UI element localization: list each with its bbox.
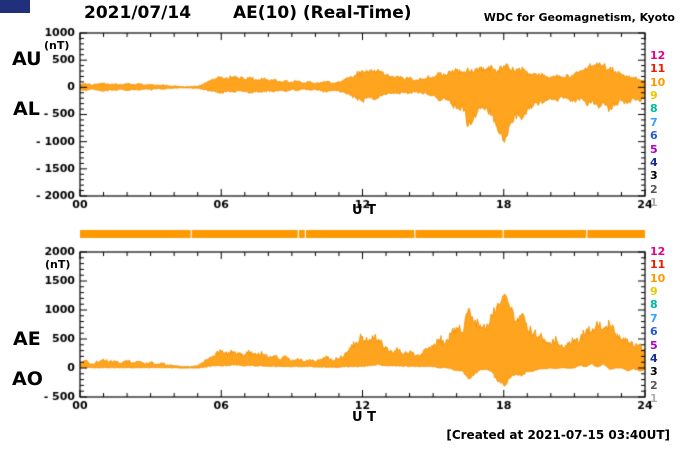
- credit-label: WDC for Geomagnetism, Kyoto: [483, 11, 675, 24]
- station-count-badge: 7: [650, 115, 658, 129]
- axis-label-ae: AE: [13, 328, 41, 350]
- station-count-badge: 4: [650, 351, 658, 365]
- xaxis-label-bottom: U T: [352, 410, 376, 425]
- station-count-badge: 6: [650, 325, 658, 339]
- page-title: AE(10) (Real-Time): [233, 3, 412, 23]
- axis-label-au: AU: [12, 48, 42, 70]
- date-label: 2021/07/14: [84, 3, 192, 23]
- station-count-legend-top: 12 11 10 9 8 7 6 5 4 3 2 1: [650, 50, 674, 208]
- unit-label-top: (nT): [44, 39, 70, 52]
- station-count-badge: 1: [650, 391, 658, 405]
- station-count-badge: 9: [650, 89, 658, 103]
- unit-label-bottom: (nT): [45, 258, 71, 271]
- station-count-badge: 3: [650, 365, 658, 379]
- station-count-badge: 10: [650, 271, 666, 285]
- created-timestamp: [Created at 2021-07-15 03:40UT]: [446, 428, 670, 442]
- station-count-badge: 4: [650, 155, 658, 169]
- station-count-badge: 12: [650, 49, 666, 62]
- station-count-badge: 8: [650, 298, 658, 312]
- station-count-badge: 10: [650, 75, 666, 89]
- station-count-badge: 11: [650, 62, 666, 76]
- station-count-badge: 2: [650, 378, 658, 392]
- axis-label-ao: AO: [12, 368, 43, 390]
- xaxis-label-top: U T: [352, 203, 376, 218]
- station-count-badge: 6: [650, 129, 658, 143]
- station-count-badge: 5: [650, 338, 658, 352]
- station-count-badge: 1: [650, 195, 658, 209]
- station-count-badge: 8: [650, 102, 658, 116]
- station-count-badge: 2: [650, 182, 658, 196]
- station-count-badge: 9: [650, 285, 658, 299]
- station-count-badge: 3: [650, 169, 658, 183]
- corner-marker: [0, 0, 30, 13]
- station-count-badge: 12: [650, 245, 666, 258]
- station-count-badge: 11: [650, 258, 666, 272]
- station-count-badge: 5: [650, 142, 658, 156]
- station-count-badge: 7: [650, 311, 658, 325]
- station-count-legend-bottom: 12 11 10 9 8 7 6 5 4 3 2 1: [650, 246, 674, 404]
- axis-label-al: AL: [13, 98, 40, 120]
